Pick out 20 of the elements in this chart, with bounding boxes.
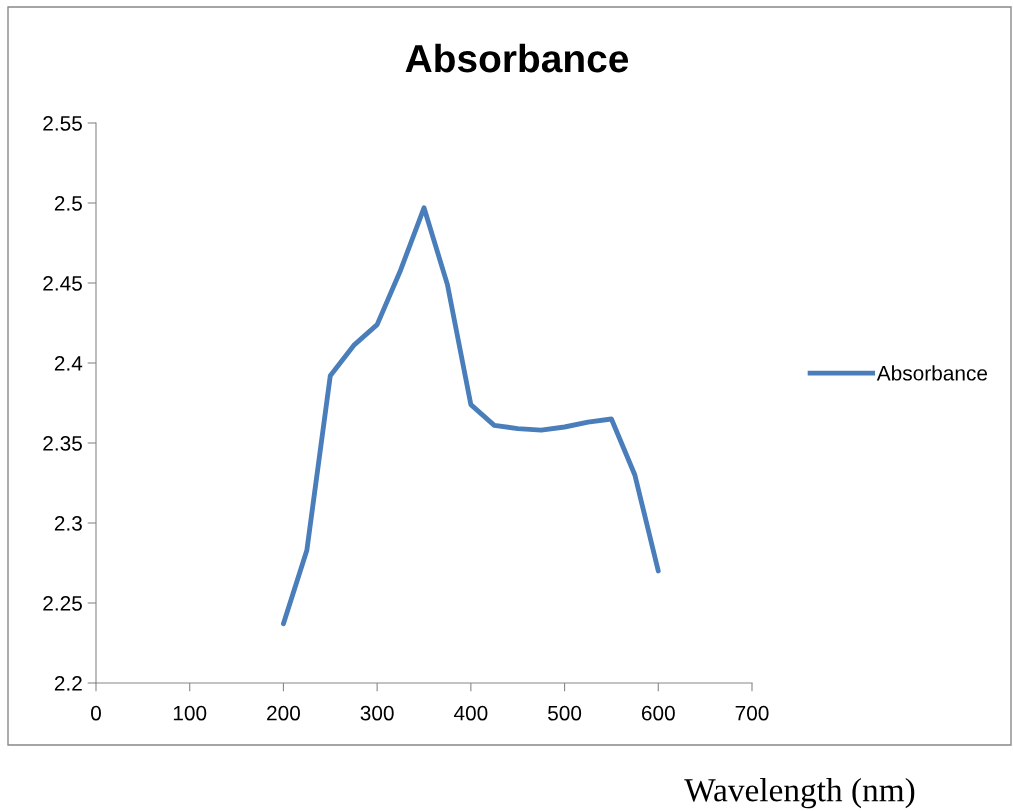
y-tick-label: 2.55	[43, 116, 82, 131]
x-tick-label: 200	[267, 705, 300, 721]
line-series	[281, 205, 661, 627]
y-tick-label: 2.35	[43, 436, 82, 451]
legend-label: Absorbance	[876, 365, 988, 381]
y-tick-label: 2.4	[54, 356, 83, 371]
y-tick-label: 2.5	[54, 196, 82, 211]
y-tick-label: 2.45	[43, 276, 82, 291]
x-tick-label: 500	[548, 705, 582, 721]
y-tick-label: 2.3	[54, 516, 82, 531]
x-tick-label: 300	[360, 705, 394, 721]
y-tick-label: 2.25	[43, 596, 82, 611]
y-tick-label: 2.2	[54, 676, 82, 691]
chart-title: Absorbance	[405, 43, 629, 73]
x-tick-label: 100	[173, 705, 207, 721]
x-axis-title: Wavelength (nm)	[684, 778, 915, 809]
x-tick-label: 600	[641, 705, 675, 721]
x-tick-label: 0	[91, 705, 101, 721]
x-tick-label: 400	[453, 705, 488, 721]
x-tick-label: 700	[735, 705, 769, 721]
